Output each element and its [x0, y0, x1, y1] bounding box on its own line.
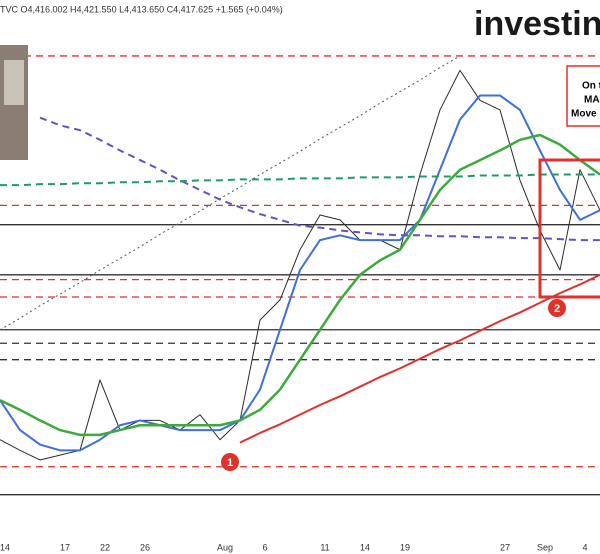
x-tick-label: 19 [400, 542, 410, 552]
levels [0, 55, 600, 496]
x-tick-label: 14 [0, 542, 10, 552]
logo-bg [470, 4, 600, 48]
x-tick-label: 14 [360, 542, 370, 552]
marker-label: 2 [554, 303, 560, 315]
marker-2 [548, 299, 566, 317]
note-line: Move [571, 109, 597, 120]
x-tick-label: 17 [60, 542, 70, 552]
quote-header: TVC O4,416.002 H4,421.550 L4,413.650 C4,… [0, 4, 283, 14]
x-axis: 14 17 22 26 Aug 6 11 14 19 27 Sep 4 [0, 542, 588, 552]
x-tick-label: 26 [140, 542, 150, 552]
note-box [566, 65, 600, 127]
x-tick-label: 6 [262, 542, 267, 552]
x-tick-label: 4 [582, 542, 587, 552]
series-line [0, 173, 600, 187]
logo: investing [474, 5, 600, 43]
webcam-shelf [4, 60, 24, 105]
series-line [39, 116, 600, 242]
x-tick-label: 27 [500, 542, 510, 552]
x-tick-label: Aug [217, 542, 233, 552]
note-line: MA [584, 95, 600, 106]
x-tick-label: 11 [320, 542, 329, 552]
series-line [0, 69, 600, 461]
series-line [0, 55, 461, 331]
x-tick-label: 22 [100, 542, 110, 552]
marker-1 [221, 453, 239, 471]
series-line [239, 273, 600, 444]
series-line [0, 94, 600, 452]
note-line: On t [582, 81, 600, 92]
x-tick-label: Sep [537, 542, 553, 552]
lines [0, 55, 600, 461]
marker-label: 1 [227, 457, 233, 469]
highlight-box [538, 158, 600, 299]
series-line [0, 133, 600, 437]
